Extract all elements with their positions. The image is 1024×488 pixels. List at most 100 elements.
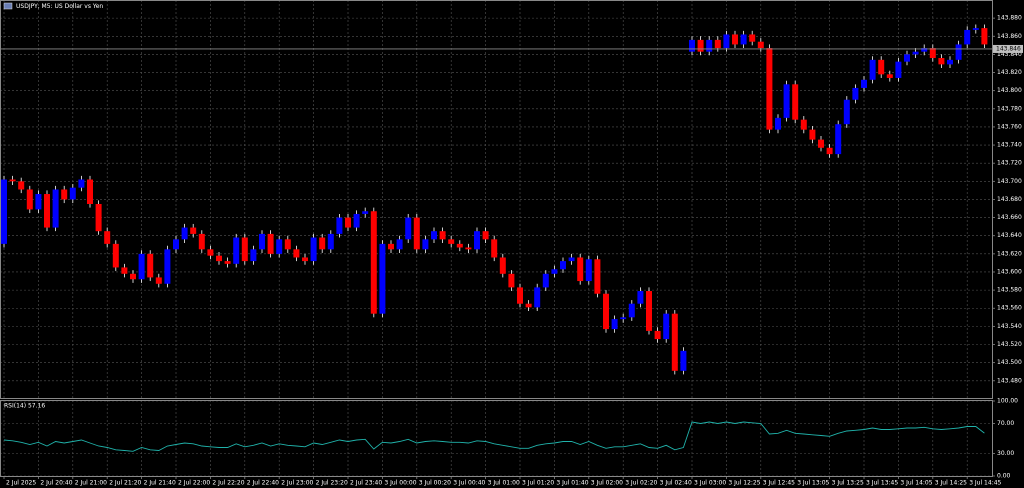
- y-tick-label: 143.500: [997, 359, 1022, 366]
- candle-body: [465, 247, 472, 250]
- candle-body: [671, 313, 678, 371]
- candle-body: [861, 79, 867, 88]
- candle-body: [508, 273, 515, 288]
- x-tick-label: 2 Jul 22:40: [247, 480, 279, 487]
- candle-body: [680, 350, 687, 371]
- candle-body: [259, 233, 265, 250]
- x-tick-label: 3 Jul 00:00: [384, 480, 416, 487]
- candle-body: [474, 231, 480, 250]
- candle-body: [818, 139, 824, 148]
- candle-body: [388, 243, 394, 250]
- x-tick-label: 2 Jul 21:20: [109, 480, 141, 487]
- x-tick-label: 3 Jul 12:45: [763, 480, 795, 487]
- candle-body: [370, 211, 377, 314]
- chart-title: USDJPY, M5: US Dollar vs Yen: [16, 3, 103, 10]
- candle-body: [826, 147, 833, 155]
- y-tick-label: 0.00: [997, 473, 1011, 480]
- candle-body: [714, 39, 721, 49]
- candle-body: [499, 257, 506, 274]
- candle-body: [568, 257, 575, 262]
- candle-body: [250, 249, 257, 262]
- x-tick-label: 3 Jul 01:40: [556, 480, 588, 487]
- candle-body: [852, 87, 859, 100]
- candle-body: [637, 291, 644, 304]
- candle-body: [964, 29, 971, 45]
- x-tick-label: 3 Jul 14:45: [969, 480, 1001, 487]
- candle-body: [147, 253, 154, 278]
- candle-body: [336, 217, 343, 234]
- candle-body: [267, 233, 274, 254]
- candle-body: [413, 217, 420, 250]
- candle-body: [706, 39, 713, 52]
- candle-body: [69, 187, 76, 200]
- x-tick-label: 3 Jul 14:25: [935, 480, 967, 487]
- x-tick-label: 3 Jul 12:25: [728, 480, 760, 487]
- candle-body: [396, 239, 403, 250]
- candle-body: [439, 231, 446, 240]
- y-tick-label: 143.540: [997, 323, 1022, 330]
- candle-body: [18, 181, 25, 190]
- candle-body: [878, 59, 885, 75]
- y-tick-label: 143.720: [997, 160, 1022, 167]
- candle-body: [577, 257, 584, 282]
- candle-body: [345, 217, 351, 228]
- x-tick-label: 2 Jul 23:40: [350, 480, 382, 487]
- y-tick-label: 143.880: [997, 15, 1022, 22]
- candle-body: [362, 211, 369, 214]
- candle-body: [766, 48, 773, 130]
- candle-body: [233, 237, 240, 264]
- x-tick-label: 2 Jul 21:00: [75, 480, 107, 487]
- y-tick-label: 143.700: [997, 178, 1022, 185]
- candle-body: [9, 179, 16, 182]
- candle-body: [646, 291, 652, 331]
- candle-body: [491, 239, 498, 258]
- candle-body: [972, 28, 979, 30]
- candle-body: [663, 313, 670, 340]
- candle-body: [104, 231, 111, 244]
- x-tick-label: 3 Jul 00:20: [419, 480, 451, 487]
- candle-body: [697, 39, 704, 52]
- y-tick-label: 143.860: [997, 33, 1022, 40]
- x-tick-label: 3 Jul 13:25: [832, 480, 864, 487]
- plot: [0, 24, 992, 452]
- candle-body: [955, 44, 962, 60]
- candle-body: [52, 189, 59, 228]
- x-tick-label: 3 Jul 02:20: [625, 480, 657, 487]
- y-tick-label: 70.00: [997, 420, 1014, 427]
- candle-body: [835, 124, 842, 155]
- candle-body: [95, 203, 102, 232]
- candle-body: [327, 233, 334, 250]
- x-tick-label: 3 Jul 02:00: [591, 480, 623, 487]
- y-tick-label: 30.00: [997, 450, 1014, 457]
- candle-body: [517, 287, 523, 304]
- candle-body: [456, 243, 463, 248]
- y-tick-label: 143.740: [997, 142, 1022, 149]
- y-tick-label: 143.780: [997, 105, 1022, 112]
- candle-body: [732, 34, 738, 45]
- y-tick-label: 143.520: [997, 341, 1022, 348]
- x-tick-label: 2 Jul 21:40: [144, 480, 176, 487]
- candle-body: [628, 303, 635, 318]
- y-tick-label: 143.760: [997, 123, 1022, 130]
- x-tick-label: 3 Jul 02:40: [660, 480, 692, 487]
- candle-body: [130, 273, 136, 280]
- candle-body: [241, 237, 248, 262]
- candle-body: [1, 179, 7, 244]
- x-tick-label: 3 Jul 14:05: [900, 480, 932, 487]
- candle-body: [843, 99, 850, 125]
- candle-body: [525, 303, 532, 308]
- candle-body: [35, 194, 42, 210]
- candle-body: [620, 317, 627, 320]
- candle-body: [929, 48, 936, 59]
- y-tick-label: 143.620: [997, 250, 1022, 257]
- candle-body: [904, 54, 910, 62]
- y-tick-label: 143.840: [997, 51, 1022, 58]
- candle-body: [551, 269, 558, 274]
- candle-body: [723, 34, 730, 49]
- candle-body: [302, 257, 308, 262]
- candle-body: [654, 330, 661, 340]
- candle-body: [293, 249, 300, 258]
- candle-body: [981, 28, 988, 45]
